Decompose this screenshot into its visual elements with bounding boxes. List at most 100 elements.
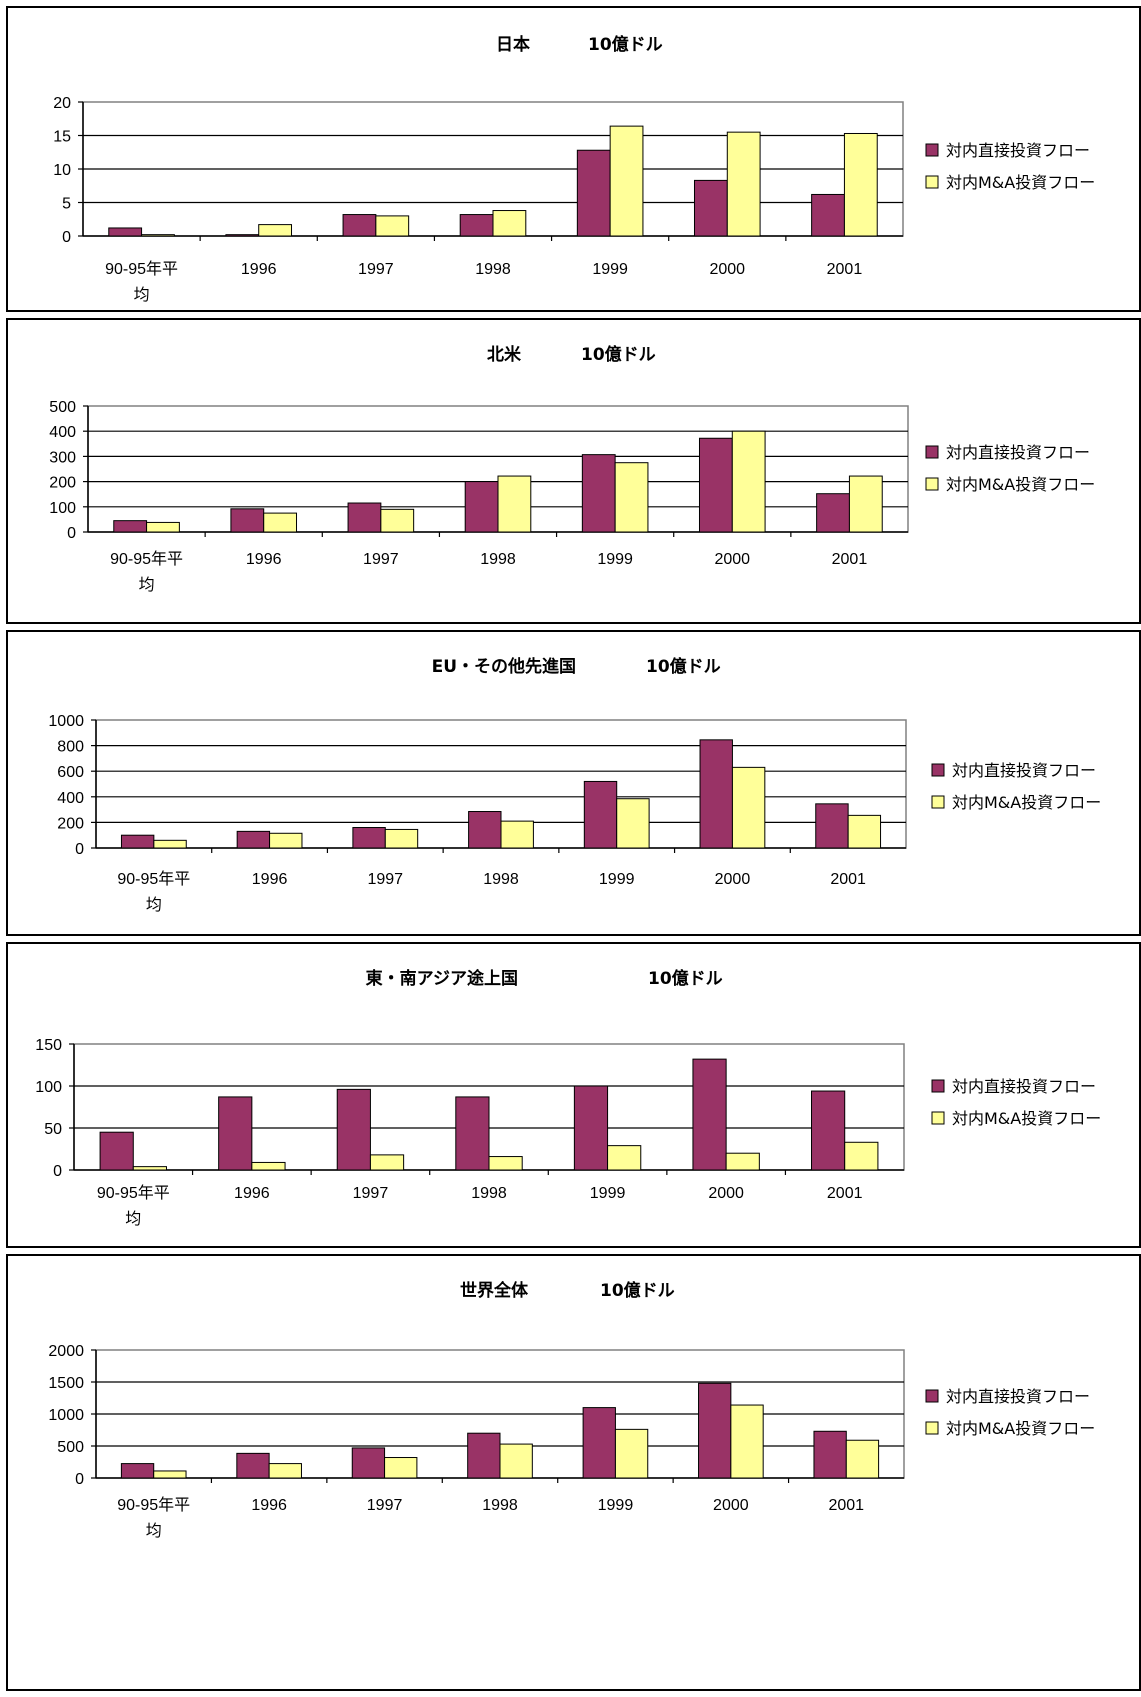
bar-ma-inflow xyxy=(258,224,293,237)
x-tick-label: 1999 xyxy=(592,261,628,278)
x-tick-label: 90-95年平均 xyxy=(117,1496,190,1540)
bar-ma-inflow xyxy=(153,839,187,849)
bar-fdi-inflow xyxy=(108,227,143,237)
chart-svg: 東・南アジア途上国 10億ドル 0 50 100 150 90-95年平均 1996 1997 1… xyxy=(35,968,1101,1228)
bar-fdi-inflow xyxy=(455,1096,490,1171)
y-tick-label: 300 xyxy=(49,449,76,466)
legend-label-ma: 対内M&A投資フロー xyxy=(952,793,1101,812)
y-tick-label: 200 xyxy=(49,475,76,492)
bar-fdi-inflow xyxy=(811,1090,846,1171)
chart-title: EU・その他先進国 xyxy=(432,656,576,677)
x-tick-label: 1999 xyxy=(599,871,635,888)
y-tick-label: 50 xyxy=(44,1121,62,1138)
bar-ma-inflow xyxy=(614,1428,649,1479)
bar-fdi-inflow xyxy=(230,508,265,533)
bar-ma-inflow xyxy=(375,215,410,237)
bar-fdi-inflow xyxy=(468,811,502,849)
x-tick-label: 1998 xyxy=(482,1497,518,1514)
bar-ma-inflow xyxy=(251,1161,286,1171)
x-tick-label: 90-95年平均 xyxy=(97,1184,170,1228)
bar-fdi-inflow xyxy=(581,454,616,533)
legend-swatch-fdi xyxy=(931,1079,945,1093)
x-tick-label: 1998 xyxy=(483,871,519,888)
chart-panel-japan: 日本 10億ドル 0 5 10 15 20 90-95年平均 1996 1997 1998 1999 2… xyxy=(6,6,1141,312)
bar-ma-inflow xyxy=(384,1457,418,1479)
y-tick-label: 0 xyxy=(75,1471,84,1488)
x-tick-label: 2001 xyxy=(828,1497,864,1514)
bar-fdi-inflow xyxy=(811,193,845,237)
chart-title: 世界全体 xyxy=(460,1280,529,1301)
bar-fdi-inflow xyxy=(336,1088,371,1171)
bar-ma-inflow xyxy=(492,210,527,237)
bar-ma-inflow xyxy=(153,1470,187,1479)
legend-label-fdi: 対内直接投資フロー xyxy=(946,1387,1090,1406)
bar-ma-inflow xyxy=(263,512,298,533)
y-tick-label: 500 xyxy=(57,1439,84,1456)
x-tick-label: 1997 xyxy=(367,1497,403,1514)
chart-svg: 日本 10億ドル 0 5 10 15 20 90-95年平均 1996 1997 1998 1999 2… xyxy=(53,34,1095,304)
y-tick-label: 400 xyxy=(49,424,76,441)
legend-swatch-fdi xyxy=(931,763,945,777)
y-tick-label: 400 xyxy=(57,790,84,807)
y-tick-label: 100 xyxy=(35,1079,62,1096)
legend-label-fdi: 対内直接投資フロー xyxy=(946,443,1090,462)
legend-swatch-ma xyxy=(931,795,945,809)
chart-svg: 世界全体 10億ドル 0 500 1000 1500 2000 90-95年平均 1996 199… xyxy=(48,1280,1095,1540)
bar-fdi-inflow xyxy=(699,739,733,849)
bar-ma-inflow xyxy=(731,430,766,533)
bar-ma-inflow xyxy=(497,475,532,533)
bar-fdi-inflow xyxy=(813,1430,847,1479)
bar-ma-inflow xyxy=(848,475,883,533)
chart-title: 日本 xyxy=(496,34,530,55)
chart-svg: 北米 10億ドル 0 100 200 300 400 500 90-95年平均 1996 1997 1… xyxy=(49,344,1095,594)
x-tick-label: 1998 xyxy=(471,1185,507,1202)
bar-fdi-inflow xyxy=(576,149,611,237)
bar-ma-inflow xyxy=(607,1145,642,1171)
bar-ma-inflow xyxy=(730,1404,764,1479)
y-tick-label: 1500 xyxy=(48,1375,84,1392)
bar-fdi-inflow xyxy=(351,1447,386,1479)
y-tick-label: 0 xyxy=(75,841,84,858)
legend-label-ma: 対内M&A投資フロー xyxy=(946,475,1095,494)
bar-fdi-inflow xyxy=(464,481,499,533)
bar-fdi-inflow xyxy=(120,834,155,849)
bar-fdi-inflow xyxy=(120,1463,155,1479)
legend-swatch-ma xyxy=(925,1421,939,1435)
chart-panel-north-america: 北米 10億ドル 0 100 200 300 400 500 90-95年平均 1996 1997 1… xyxy=(6,318,1141,624)
y-tick-label: 100 xyxy=(49,500,76,517)
x-tick-label: 2001 xyxy=(827,1185,863,1202)
x-tick-label: 1997 xyxy=(358,261,394,278)
bar-ma-inflow xyxy=(609,125,644,237)
chart-panel-eu-other-developed: EU・その他先進国 10億ドル 0 200 400 600 800 1000 90-95年平均 1… xyxy=(6,630,1141,936)
x-tick-label: 90-95年平均 xyxy=(117,870,190,914)
bar-fdi-inflow xyxy=(218,1096,253,1171)
x-tick-label: 1996 xyxy=(251,1497,287,1514)
legend-swatch-ma xyxy=(931,1111,945,1125)
legend-label-ma: 対内M&A投資フロー xyxy=(946,1419,1095,1438)
legend-swatch-fdi xyxy=(925,143,939,157)
y-tick-label: 0 xyxy=(67,525,76,542)
y-tick-label: 150 xyxy=(35,1037,62,1054)
y-tick-label: 2000 xyxy=(48,1343,84,1360)
legend-label-fdi: 対内直接投資フロー xyxy=(952,761,1096,780)
legend-label-ma: 対内M&A投資フロー xyxy=(952,1109,1101,1128)
y-tick-label: 200 xyxy=(57,815,84,832)
bar-ma-inflow xyxy=(380,508,415,533)
x-tick-label: 2000 xyxy=(713,1497,749,1514)
bar-fdi-inflow xyxy=(342,214,377,237)
bar-fdi-inflow xyxy=(113,520,148,533)
y-tick-label: 500 xyxy=(49,399,76,416)
bar-ma-inflow xyxy=(488,1156,523,1171)
y-tick-label: 10 xyxy=(53,162,71,179)
legend-label-fdi: 対内直接投資フロー xyxy=(952,1077,1096,1096)
legend-swatch-ma xyxy=(925,175,939,189)
x-tick-label: 1996 xyxy=(241,261,277,278)
chart-panel-east-south-asia: 東・南アジア途上国 10億ドル 0 50 100 150 90-95年平均 1996 1997 1… xyxy=(6,942,1141,1248)
x-tick-label: 1996 xyxy=(234,1185,270,1202)
chart-panel-world: 世界全体 10億ドル 0 500 1000 1500 2000 90-95年平均 1996 199… xyxy=(6,1254,1141,1691)
bar-fdi-inflow xyxy=(583,780,618,849)
x-tick-label: 1996 xyxy=(246,551,282,568)
bar-fdi-inflow xyxy=(582,1407,616,1479)
x-tick-label: 2001 xyxy=(832,551,868,568)
y-tick-label: 20 xyxy=(53,95,71,112)
